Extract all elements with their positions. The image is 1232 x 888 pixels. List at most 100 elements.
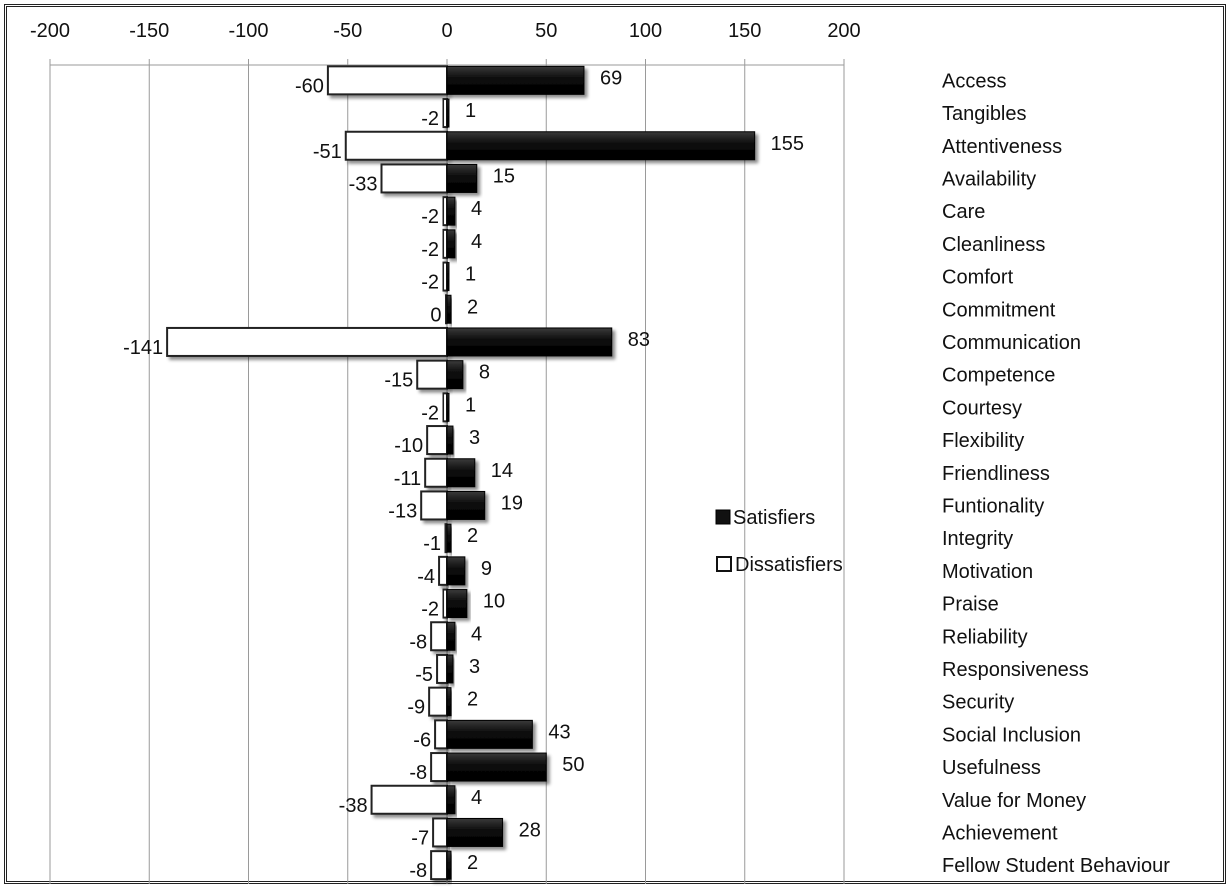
- dissatisfier-bar: [432, 817, 449, 848]
- satisfier-bar: [446, 196, 456, 226]
- dissatisfier-bar: [344, 130, 449, 161]
- category-label: Care: [942, 201, 985, 223]
- category-label: Commitment: [942, 299, 1056, 321]
- chart-frame: [4, 4, 1226, 884]
- satisfier-value-label: 43: [548, 721, 570, 743]
- category-label: Tangibles: [942, 103, 1027, 125]
- satisfier-bar: [446, 262, 450, 292]
- category-label: Communication: [942, 332, 1081, 354]
- category-label: Fellow Student Behaviour: [942, 855, 1170, 877]
- dissatisfier-bar: [380, 163, 448, 194]
- dissatisfier-value-label: -38: [339, 795, 368, 817]
- satisfier-bar: [446, 719, 533, 749]
- dissatisfier-value-label: -15: [384, 370, 413, 392]
- satisfier-value-label: 1: [465, 264, 476, 286]
- dissatisfier-value-label: -9: [407, 697, 425, 719]
- dissatisfier-bar: [424, 457, 449, 488]
- satisfier-value-label: 4: [471, 198, 482, 220]
- dissatisfier-value-label: -2: [421, 402, 439, 424]
- satisfier-value-label: 28: [519, 819, 541, 841]
- dissatisfier-bar: [442, 392, 448, 423]
- satisfier-bar: [446, 294, 452, 324]
- satisfier-value-label: 50: [562, 754, 584, 776]
- dissatisfier-bar: [416, 359, 449, 390]
- satisfier-bar: [446, 392, 450, 422]
- satisfier-bar: [446, 490, 486, 520]
- x-tick-label: -200: [30, 20, 70, 42]
- legend-swatch-dissatisfiers: [716, 556, 732, 572]
- dissatisfier-bar: [436, 653, 449, 684]
- satisfier-value-label: 2: [467, 689, 478, 711]
- category-label: Courtesy: [942, 397, 1022, 419]
- category-label: Usefulness: [942, 757, 1041, 779]
- x-tick-label: -100: [228, 20, 268, 42]
- dissatisfier-value-label: -2: [421, 108, 439, 130]
- satisfier-value-label: 4: [471, 623, 482, 645]
- category-label: Motivation: [942, 561, 1033, 583]
- category-label: Funtionality: [942, 495, 1044, 517]
- dissatisfier-value-label: -8: [409, 631, 427, 653]
- satisfier-bar: [446, 425, 454, 455]
- satisfier-bar: [446, 817, 504, 847]
- dissatisfier-bar: [326, 65, 448, 96]
- satisfier-bar: [446, 752, 547, 782]
- satisfier-value-label: 3: [469, 427, 480, 449]
- dissatisfier-value-label: -6: [413, 729, 431, 751]
- category-label: Value for Money: [942, 790, 1086, 812]
- satisfier-bar: [446, 687, 452, 717]
- satisfier-bar: [446, 163, 478, 193]
- satisfier-value-label: 10: [483, 591, 505, 613]
- legend-label-satisfiers: Satisfiers: [733, 507, 815, 529]
- category-label: Cleanliness: [942, 234, 1045, 256]
- x-tick-label: 200: [827, 20, 860, 42]
- satisfier-value-label: 4: [471, 787, 482, 809]
- satisfier-bar: [446, 229, 456, 259]
- satisfier-value-label: 1: [465, 394, 476, 416]
- satisfier-value-label: 8: [479, 362, 490, 384]
- category-label: Integrity: [942, 528, 1013, 550]
- satisfier-bar: [446, 458, 476, 488]
- category-label: Security: [942, 692, 1014, 714]
- category-label: Attentiveness: [942, 136, 1062, 158]
- satisfier-bar: [446, 523, 452, 553]
- dissatisfier-value-label: -4: [417, 566, 435, 588]
- category-label: Responsiveness: [942, 659, 1089, 681]
- dissatisfier-value-label: -5: [415, 664, 433, 686]
- satisfier-value-label: 4: [471, 231, 482, 253]
- satisfier-bar: [446, 850, 452, 880]
- legend-label-dissatisfiers: Dissatisfiers: [735, 554, 843, 576]
- x-tick-label: 150: [728, 20, 761, 42]
- satisfier-bar: [446, 327, 613, 357]
- satisfier-bar: [446, 360, 464, 390]
- dissatisfier-bar: [442, 98, 448, 129]
- dissatisfier-value-label: -11: [394, 468, 421, 490]
- dissatisfier-value-label: -8: [409, 860, 427, 882]
- dissatisfier-bar: [370, 784, 449, 815]
- x-tick-label: 100: [629, 20, 662, 42]
- dissatisfier-bar: [442, 228, 448, 259]
- dissatisfier-bar: [430, 850, 448, 881]
- satisfier-bar: [446, 98, 450, 128]
- satisfier-bar: [446, 785, 456, 815]
- satisfier-value-label: 2: [467, 852, 478, 874]
- dissatisfier-bar: [430, 621, 448, 652]
- dissatisfier-value-label: -2: [421, 206, 439, 228]
- x-tick-label: -50: [333, 20, 362, 42]
- category-label: Praise: [942, 594, 999, 616]
- dissatisfier-value-label: -2: [421, 599, 439, 621]
- category-label: Access: [942, 70, 1006, 92]
- dissatisfier-value-label: -10: [394, 435, 423, 457]
- dissatisfier-bar: [166, 326, 449, 357]
- category-label: Friendliness: [942, 463, 1050, 485]
- dissatisfier-value-label: -13: [388, 500, 417, 522]
- category-label: Availability: [942, 168, 1036, 190]
- dissatisfier-bar: [420, 490, 449, 521]
- satisfier-value-label: 15: [493, 165, 515, 187]
- dissatisfier-value-label: -2: [421, 272, 439, 294]
- dissatisfier-bar: [430, 752, 448, 783]
- x-tick-label: -150: [129, 20, 169, 42]
- satisfier-value-label: 2: [467, 525, 478, 547]
- category-label: Comfort: [942, 267, 1014, 289]
- x-tick-label: 50: [535, 20, 557, 42]
